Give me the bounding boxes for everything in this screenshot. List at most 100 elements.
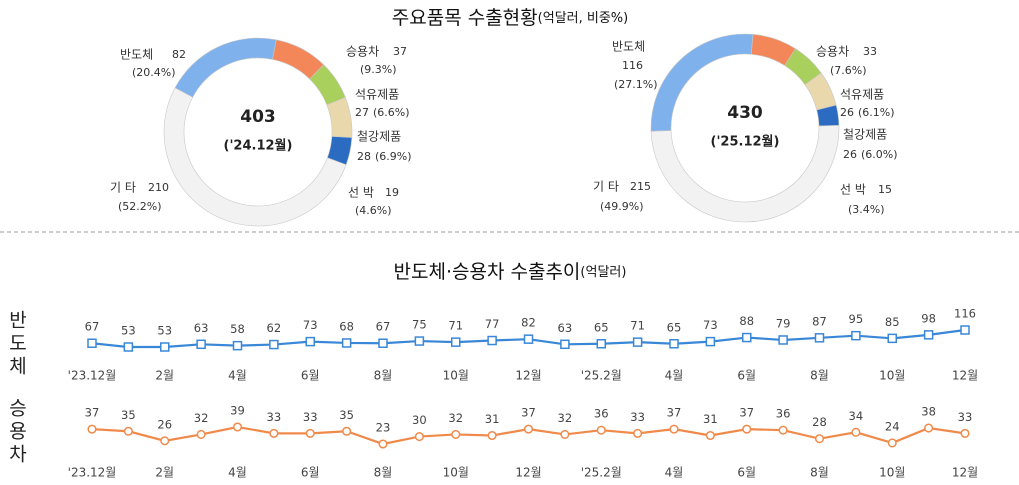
slice-share: (7.6%)	[830, 64, 867, 77]
x-tick-label: 10월	[443, 466, 469, 480]
value-label: 65	[594, 320, 609, 334]
marker	[560, 339, 570, 350]
slice-value: 116	[622, 59, 643, 72]
value-label: 28	[812, 415, 827, 429]
value-label: 63	[194, 321, 209, 335]
value-label: 37	[521, 406, 536, 420]
marker	[378, 439, 388, 449]
x-tick-label: 12월	[515, 369, 541, 383]
marker	[305, 428, 315, 438]
value-label: 35	[121, 408, 136, 422]
x-tick-label: 8월	[374, 466, 393, 480]
donut-slice	[326, 97, 353, 138]
marker	[487, 430, 497, 441]
value-label: 88	[739, 314, 754, 328]
value-label: 82	[521, 316, 536, 330]
value-label: 39	[230, 404, 245, 418]
value-label: 32	[448, 411, 463, 425]
x-tick-label: 4월	[665, 369, 684, 383]
x-tick-label: 6월	[301, 466, 320, 480]
x-tick-label: 6월	[737, 369, 756, 383]
value-label: 67	[376, 320, 391, 334]
slice-value: 82	[172, 48, 186, 61]
value-label: 30	[412, 413, 427, 427]
marker	[560, 429, 570, 439]
x-tick-label: 12월	[952, 466, 978, 480]
slice-share: (6.6%)	[373, 106, 410, 119]
title-unit: (억달러, 비중%)	[538, 11, 629, 26]
slice-value: 26	[843, 148, 857, 161]
slice-share: (20.4%)	[132, 66, 176, 79]
marker	[960, 325, 970, 335]
value-label: 34	[849, 409, 864, 423]
marker	[742, 424, 752, 434]
series-name: 반도체	[6, 310, 28, 379]
value-label: 68	[339, 319, 354, 333]
slice-share: (52.2%)	[118, 200, 162, 213]
x-tick-label: 10월	[443, 369, 469, 383]
x-tick-label: 8월	[810, 466, 829, 480]
slice-value: 210	[148, 181, 169, 194]
x-tick-label: 4월	[665, 466, 684, 480]
value-label: 71	[630, 319, 645, 333]
value-label: 32	[194, 411, 209, 425]
marker	[924, 423, 934, 433]
slice-name: 기 타	[110, 181, 136, 195]
marker	[196, 429, 206, 439]
marker	[87, 424, 97, 434]
x-tick-label: '25.2월	[581, 466, 622, 480]
marker	[269, 428, 279, 438]
value-label: 75	[412, 318, 427, 332]
slice-name: 기 타	[593, 180, 619, 194]
title-unit: (억달러)	[580, 265, 626, 280]
slice-name: 철강제품	[843, 128, 887, 142]
slice-name: 석유제품	[840, 88, 884, 102]
marker	[633, 428, 643, 438]
marker	[596, 425, 606, 435]
value-label: 38	[921, 405, 936, 419]
slice-value: 27	[355, 106, 369, 119]
x-tick-label: 12월	[952, 369, 978, 383]
value-label: 79	[776, 316, 791, 330]
marker	[669, 339, 679, 349]
slice-value: 33	[863, 45, 877, 58]
donut-slice	[650, 125, 840, 223]
x-tick-label: 2월	[155, 466, 174, 480]
donut-total: 403	[240, 107, 276, 127]
x-tick-label: '25.2월	[581, 369, 622, 383]
value-label: 23	[376, 421, 391, 435]
marker	[342, 426, 352, 436]
slice-name: 석유제품	[355, 88, 399, 102]
marker	[487, 335, 497, 346]
marker	[451, 337, 461, 347]
marker	[523, 334, 534, 344]
value-label: 35	[339, 408, 354, 422]
marker	[960, 428, 970, 438]
marker	[814, 333, 825, 343]
slice-share: (49.9%)	[600, 200, 644, 213]
slice-share: (27.1%)	[614, 78, 658, 91]
x-tick-label: 10월	[879, 466, 905, 480]
marker	[269, 339, 279, 350]
value-label: 67	[85, 320, 100, 334]
slice-name: 반도체	[612, 40, 645, 54]
marker	[378, 338, 388, 348]
slice-share: (9.3%)	[360, 63, 397, 76]
value-label: 32	[558, 411, 573, 425]
value-label: 31	[703, 412, 718, 426]
marker	[451, 429, 461, 439]
slice-name: 선 박	[348, 186, 374, 200]
donut-total: 430	[727, 103, 763, 123]
slice-value: 19	[385, 186, 399, 199]
slice-value: 28	[357, 150, 371, 163]
x-tick-label: 6월	[301, 369, 320, 383]
value-label: 33	[630, 410, 645, 424]
marker	[632, 337, 643, 347]
marker	[414, 432, 424, 442]
value-label: 77	[485, 317, 500, 331]
value-label: 36	[594, 407, 609, 421]
value-label: 73	[303, 318, 318, 332]
value-label: 58	[230, 322, 245, 336]
donut-slice	[174, 37, 277, 98]
marker	[705, 430, 715, 441]
